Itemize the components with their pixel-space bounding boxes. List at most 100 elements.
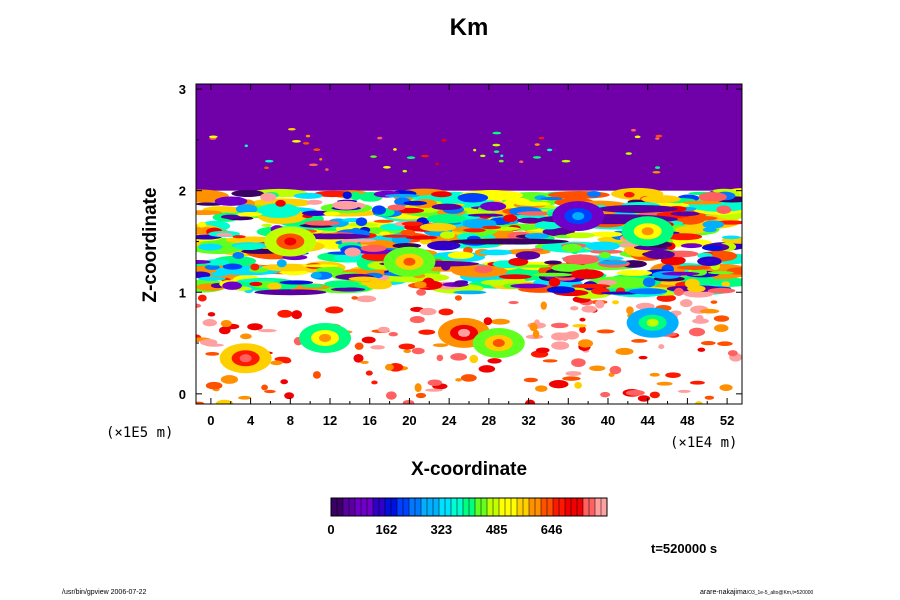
heatmap-cell (377, 326, 390, 333)
colorbar-segment (559, 498, 566, 516)
heatmap-cell (702, 220, 725, 229)
heatmap-cell (540, 197, 563, 201)
heatmap-cell (222, 281, 242, 290)
heatmap-cell (577, 339, 594, 348)
colorbar-segment (361, 498, 368, 516)
footer-right-main: arare-nakajima (700, 589, 747, 596)
heatmap-cell (267, 282, 282, 290)
heatmap-cell (257, 203, 301, 218)
heatmap-cell (551, 341, 570, 350)
heatmap-cell (483, 317, 493, 326)
heatmap-cell (260, 192, 277, 202)
heatmap-cell (249, 281, 263, 287)
heatmap-cell (205, 381, 223, 390)
stable-layer-speck (532, 156, 542, 159)
heatmap-cell (453, 290, 487, 295)
stable-layer-speck (519, 160, 524, 164)
heatmap-cell (234, 243, 264, 250)
heatmap-cell (215, 399, 234, 404)
heatmap-cell (550, 322, 569, 329)
heatmap-cell (642, 277, 656, 288)
colorbar-segment (421, 498, 428, 516)
stable-layer-speck (264, 166, 269, 170)
heatmap-cell (571, 283, 611, 289)
heatmap-cell (515, 251, 541, 260)
heatmap-cell (644, 249, 675, 260)
colorbar-segment (487, 498, 494, 516)
heatmap-cell (427, 240, 461, 251)
heatmap-cell (210, 271, 229, 277)
heatmap-cell (276, 259, 287, 268)
heatmap-cell (418, 329, 436, 335)
heatmap-cell (387, 204, 406, 211)
heatmap-cell (498, 274, 532, 280)
x-tick-label: 0 (207, 413, 214, 428)
stable-layer-speck (625, 152, 632, 155)
heatmap-cell (508, 257, 529, 266)
colorbar-segment (583, 498, 590, 516)
heatmap-cell (400, 229, 416, 236)
x-tick-label: 52 (720, 413, 734, 428)
colorbar-segment (391, 498, 398, 516)
heatmap-cell (719, 384, 733, 392)
heatmap-cell (293, 192, 323, 199)
heatmap-cell (235, 204, 258, 214)
heatmap-cell (697, 256, 722, 267)
heatmap-cell (220, 319, 232, 328)
heatmap-cell (478, 365, 496, 373)
stable-layer-speck (291, 139, 301, 143)
colorbar-segment (505, 498, 512, 516)
heatmap-cell (616, 269, 653, 276)
heatmap-cell (373, 219, 395, 223)
colorbar-segment (409, 498, 416, 516)
heatmap-cell (356, 295, 377, 303)
heatmap-cell (517, 217, 543, 224)
heatmap-cell (598, 252, 611, 259)
colorbar-segment (355, 498, 362, 516)
heatmap-cell (571, 358, 586, 368)
x-tick-label: 8 (287, 413, 294, 428)
heatmap-cell (544, 260, 562, 265)
heatmap-cell (631, 339, 648, 343)
heatmap-cell (727, 350, 738, 357)
footer-left: /usr/bin/gpview 2006-07-22 (62, 589, 147, 596)
colorbar-segment (427, 498, 434, 516)
heatmap-cell (546, 286, 576, 294)
heatmap-cell (480, 279, 514, 286)
colorbar-frame (330, 497, 608, 517)
heatmap-cell (646, 318, 659, 327)
heatmap-cell (196, 303, 202, 308)
colorbar-segment (577, 498, 584, 516)
stable-layer-speck (406, 156, 416, 159)
heatmap-cell (721, 281, 731, 288)
heatmap-cell (231, 190, 265, 198)
stable-layer-speck (652, 170, 661, 174)
stable-layer-speck (402, 169, 408, 173)
heatmap-cell (344, 247, 361, 257)
stable-layer-speck (377, 136, 383, 140)
colorbar-segment (511, 498, 518, 516)
heatmap-cell (713, 315, 730, 322)
heatmap-cell (701, 245, 723, 251)
heatmap-cell (284, 392, 295, 400)
heatmap-cell (370, 345, 385, 350)
heatmap-cell (274, 356, 291, 362)
heatmap-cell (197, 294, 207, 302)
heatmap-cell (371, 380, 378, 385)
heatmap-cell (196, 210, 222, 216)
heatmap-cell (699, 308, 720, 314)
heatmap-blobs (196, 127, 742, 404)
heatmap-cell (510, 283, 548, 289)
x-axis-label: X-coordinate (410, 459, 528, 480)
stable-layer-speck (500, 154, 504, 158)
heatmap-cell (612, 300, 620, 305)
colorbar-tick-label: 646 (541, 522, 563, 537)
heatmap-cell (692, 318, 709, 324)
colorbar-segment (457, 498, 464, 516)
heatmap-cell (196, 401, 205, 404)
heatmap-cell (665, 372, 681, 378)
heatmap-cell (542, 359, 558, 363)
heatmap-cell (697, 347, 706, 352)
heatmap-cell (312, 371, 321, 379)
heatmap-cell (398, 343, 416, 350)
